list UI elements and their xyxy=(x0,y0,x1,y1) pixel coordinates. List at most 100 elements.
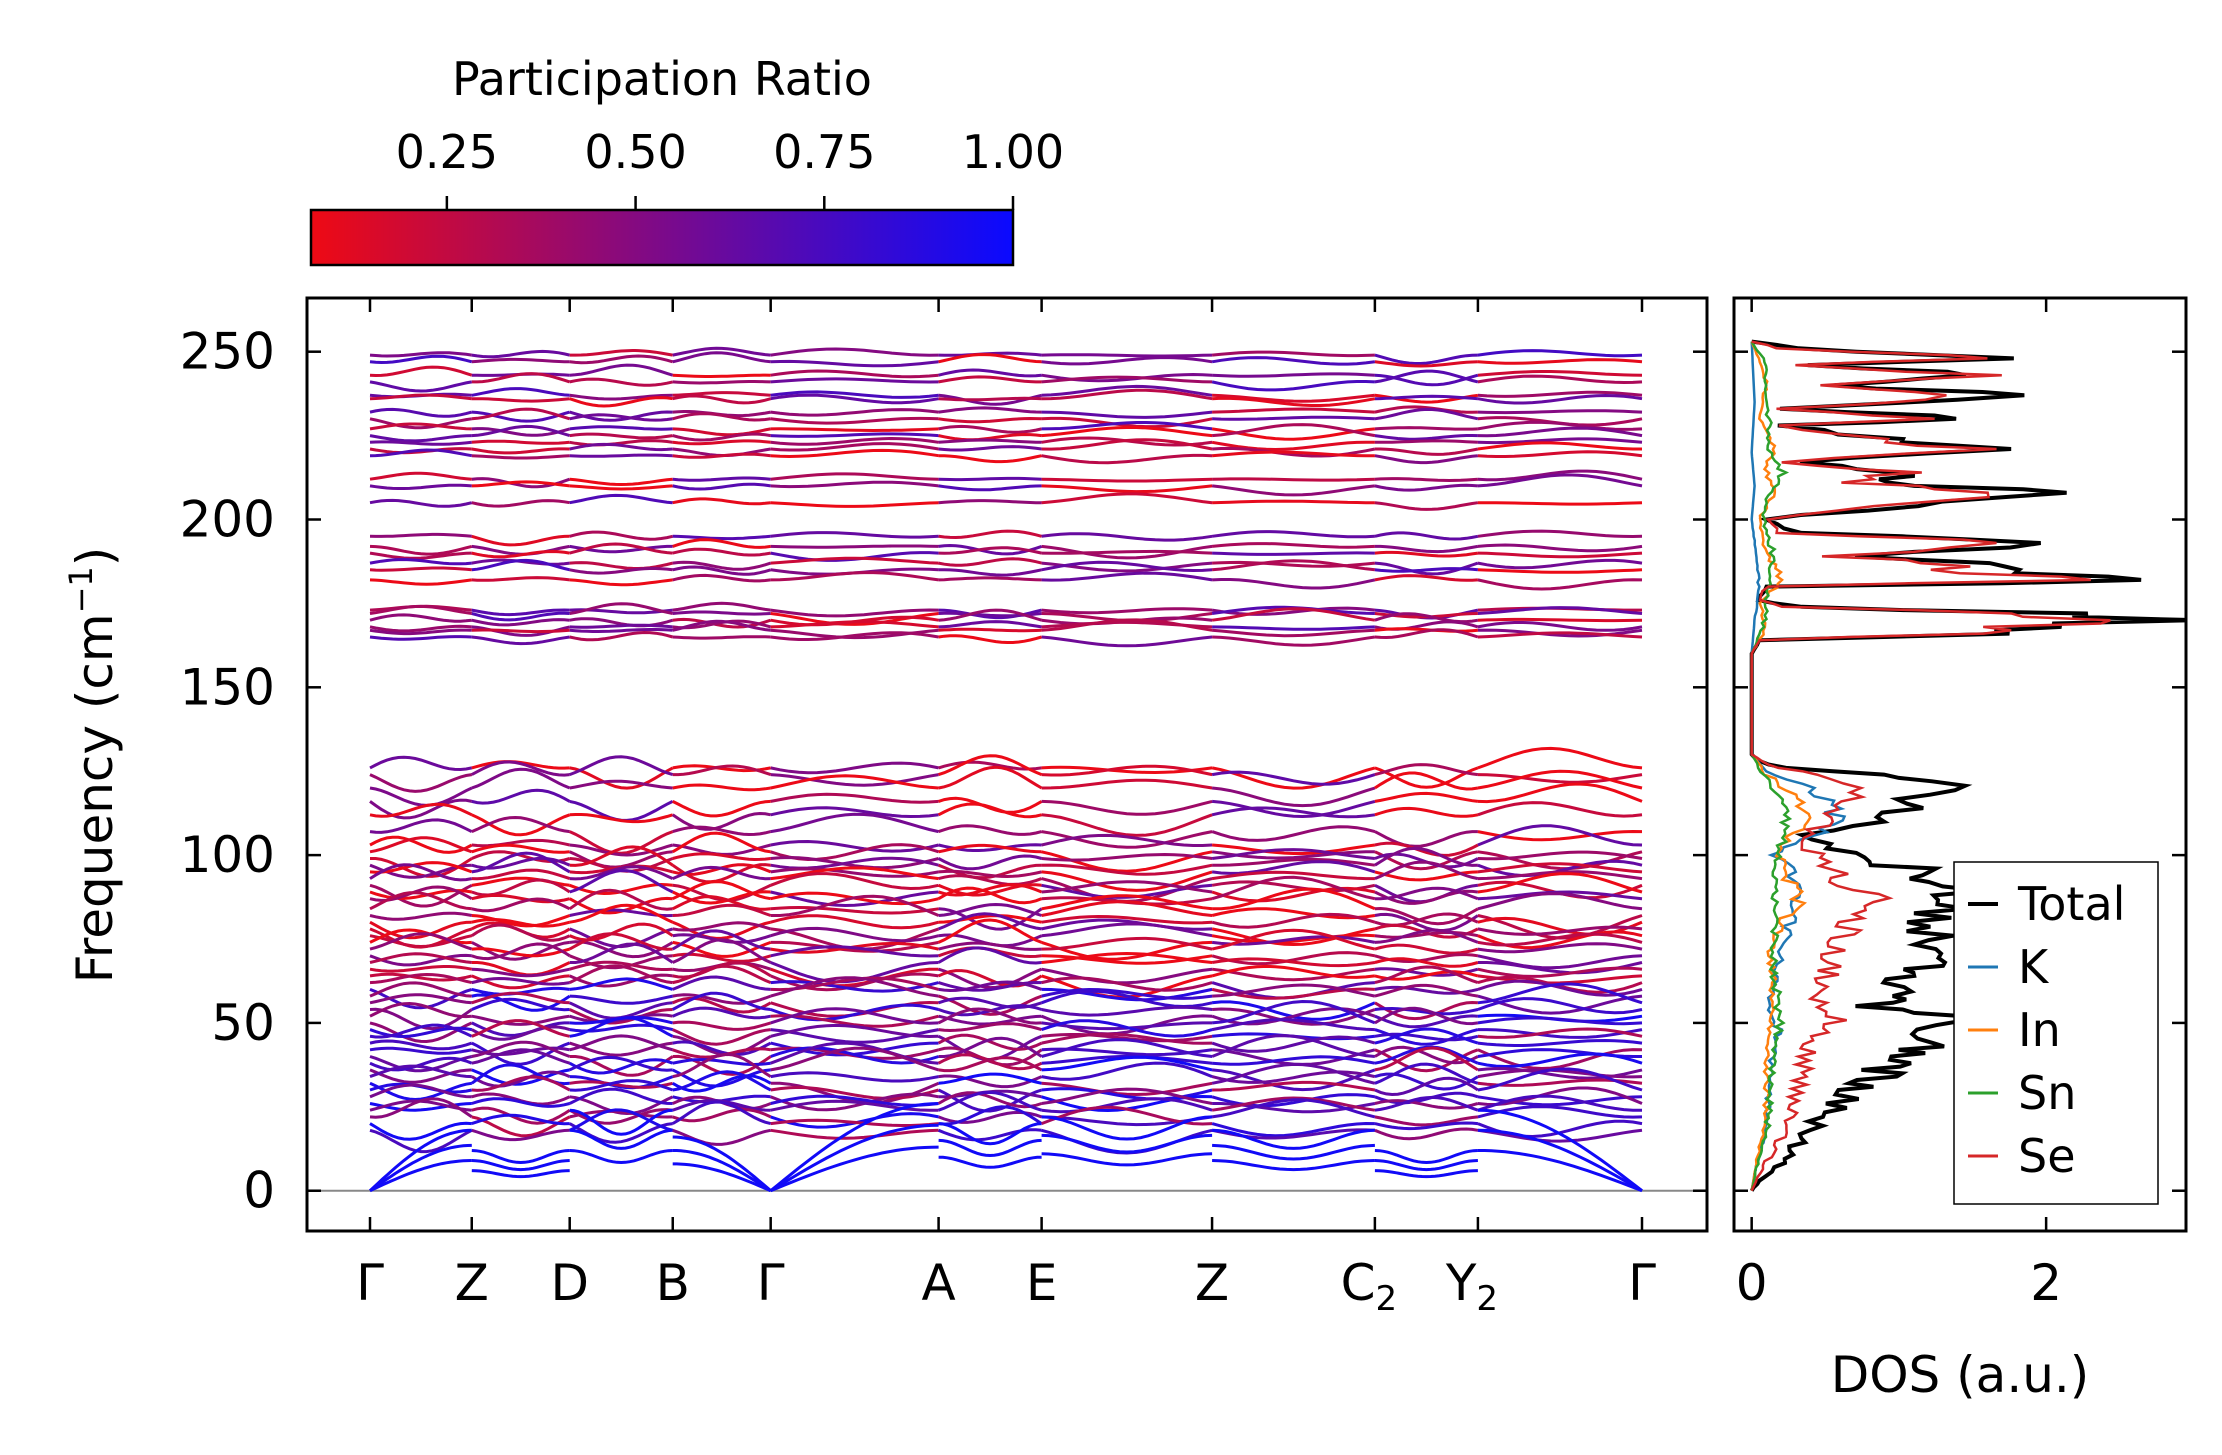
band-line xyxy=(569,903,674,924)
band-line xyxy=(1477,966,1643,978)
band-line xyxy=(672,560,772,571)
band-line xyxy=(770,1046,940,1065)
band-line xyxy=(672,764,772,777)
band-line xyxy=(672,610,771,616)
band-line xyxy=(1374,394,1479,401)
band-line xyxy=(1212,372,1375,378)
band-line xyxy=(471,349,571,359)
band-line xyxy=(369,911,473,921)
band-line xyxy=(569,363,674,377)
band-line xyxy=(938,1074,1043,1089)
band-line xyxy=(369,447,472,455)
band-line xyxy=(1477,1048,1643,1071)
band-line xyxy=(938,368,1042,378)
band-line xyxy=(938,576,1042,582)
band-line xyxy=(1211,886,1376,903)
band-line xyxy=(1211,607,1376,622)
band-line xyxy=(471,868,571,881)
k-point-label: Γ xyxy=(356,1254,384,1312)
band-line xyxy=(672,880,771,901)
band-line xyxy=(369,786,473,807)
band-line xyxy=(471,372,571,384)
band-line xyxy=(1477,1128,1643,1143)
band-line xyxy=(471,976,570,986)
band-line xyxy=(1477,982,1643,1005)
band-line xyxy=(672,373,771,378)
band-line xyxy=(938,1072,1042,1085)
band-line xyxy=(1477,1067,1643,1092)
band-line xyxy=(471,997,570,1012)
band-line xyxy=(937,802,1042,819)
band-line xyxy=(569,413,673,422)
band-line xyxy=(1211,806,1376,819)
band-line xyxy=(1477,892,1643,911)
band-line xyxy=(1041,951,1213,964)
band-line xyxy=(1374,1046,1479,1072)
band-line xyxy=(1374,771,1479,791)
band-line xyxy=(938,620,1042,629)
band-line xyxy=(770,914,939,930)
band-line xyxy=(1374,806,1479,818)
band-line xyxy=(1211,843,1376,855)
band-line xyxy=(938,546,1042,555)
band-line xyxy=(1041,1038,1213,1058)
band-line xyxy=(369,952,472,964)
band-line xyxy=(1041,571,1213,582)
band-line xyxy=(1477,925,1643,936)
band-line xyxy=(1041,1081,1213,1097)
band-line xyxy=(1211,848,1376,860)
band-line xyxy=(1477,390,1643,398)
band-line xyxy=(471,1040,571,1058)
band-line xyxy=(1477,441,1642,451)
band-line xyxy=(938,406,1042,414)
band-line xyxy=(1041,894,1213,911)
band-line xyxy=(471,942,571,961)
band-line xyxy=(672,1028,771,1046)
band-structure-panel: 0 50 100 150 200 250 Γ Z D B Γ A E Z C2 Y2 Γ Frequency (… xyxy=(62,296,1709,1319)
band-line xyxy=(672,964,772,985)
dos-x-tick-label: 2 xyxy=(2030,1254,2062,1312)
band-line xyxy=(471,760,570,777)
band-line xyxy=(1477,606,1643,615)
band-line xyxy=(770,967,939,988)
band-line xyxy=(1211,484,1376,497)
band-line xyxy=(369,861,473,874)
band-line xyxy=(938,529,1042,540)
band-line xyxy=(1041,764,1213,777)
acoustic-branch xyxy=(1041,1133,1213,1154)
y-tick-label: 250 xyxy=(180,323,275,381)
band-line xyxy=(1041,987,1213,1000)
acoustic-branch xyxy=(1041,1152,1213,1167)
band-line xyxy=(369,755,473,772)
band-line xyxy=(1041,778,1213,790)
band-line xyxy=(369,422,472,431)
band-line xyxy=(672,865,771,881)
band-line xyxy=(770,480,939,489)
band-line xyxy=(770,631,939,641)
band-line xyxy=(1477,409,1643,415)
acoustic-branch xyxy=(569,1128,673,1150)
band-line xyxy=(672,1040,772,1057)
band-line xyxy=(471,940,570,961)
band-line xyxy=(770,866,939,881)
band-line xyxy=(569,977,674,991)
band-line xyxy=(1211,450,1375,458)
band-line xyxy=(471,576,570,582)
band-line xyxy=(569,843,674,857)
band-line xyxy=(569,578,673,587)
band-line xyxy=(672,601,771,612)
band-line xyxy=(770,1023,939,1039)
band-line xyxy=(369,773,473,793)
band-line xyxy=(569,630,674,642)
band-line xyxy=(1211,423,1376,438)
band-line xyxy=(1211,907,1376,920)
acoustic-branch xyxy=(672,1149,772,1192)
band-line xyxy=(369,628,472,636)
band-line xyxy=(770,1099,939,1112)
band-line xyxy=(1211,542,1375,549)
band-line xyxy=(1374,574,1478,582)
band-line xyxy=(1374,1127,1479,1141)
dos-legend: Total K In Sn Se xyxy=(1953,861,2159,1205)
band-line xyxy=(1041,492,1213,505)
band-line xyxy=(369,624,472,633)
